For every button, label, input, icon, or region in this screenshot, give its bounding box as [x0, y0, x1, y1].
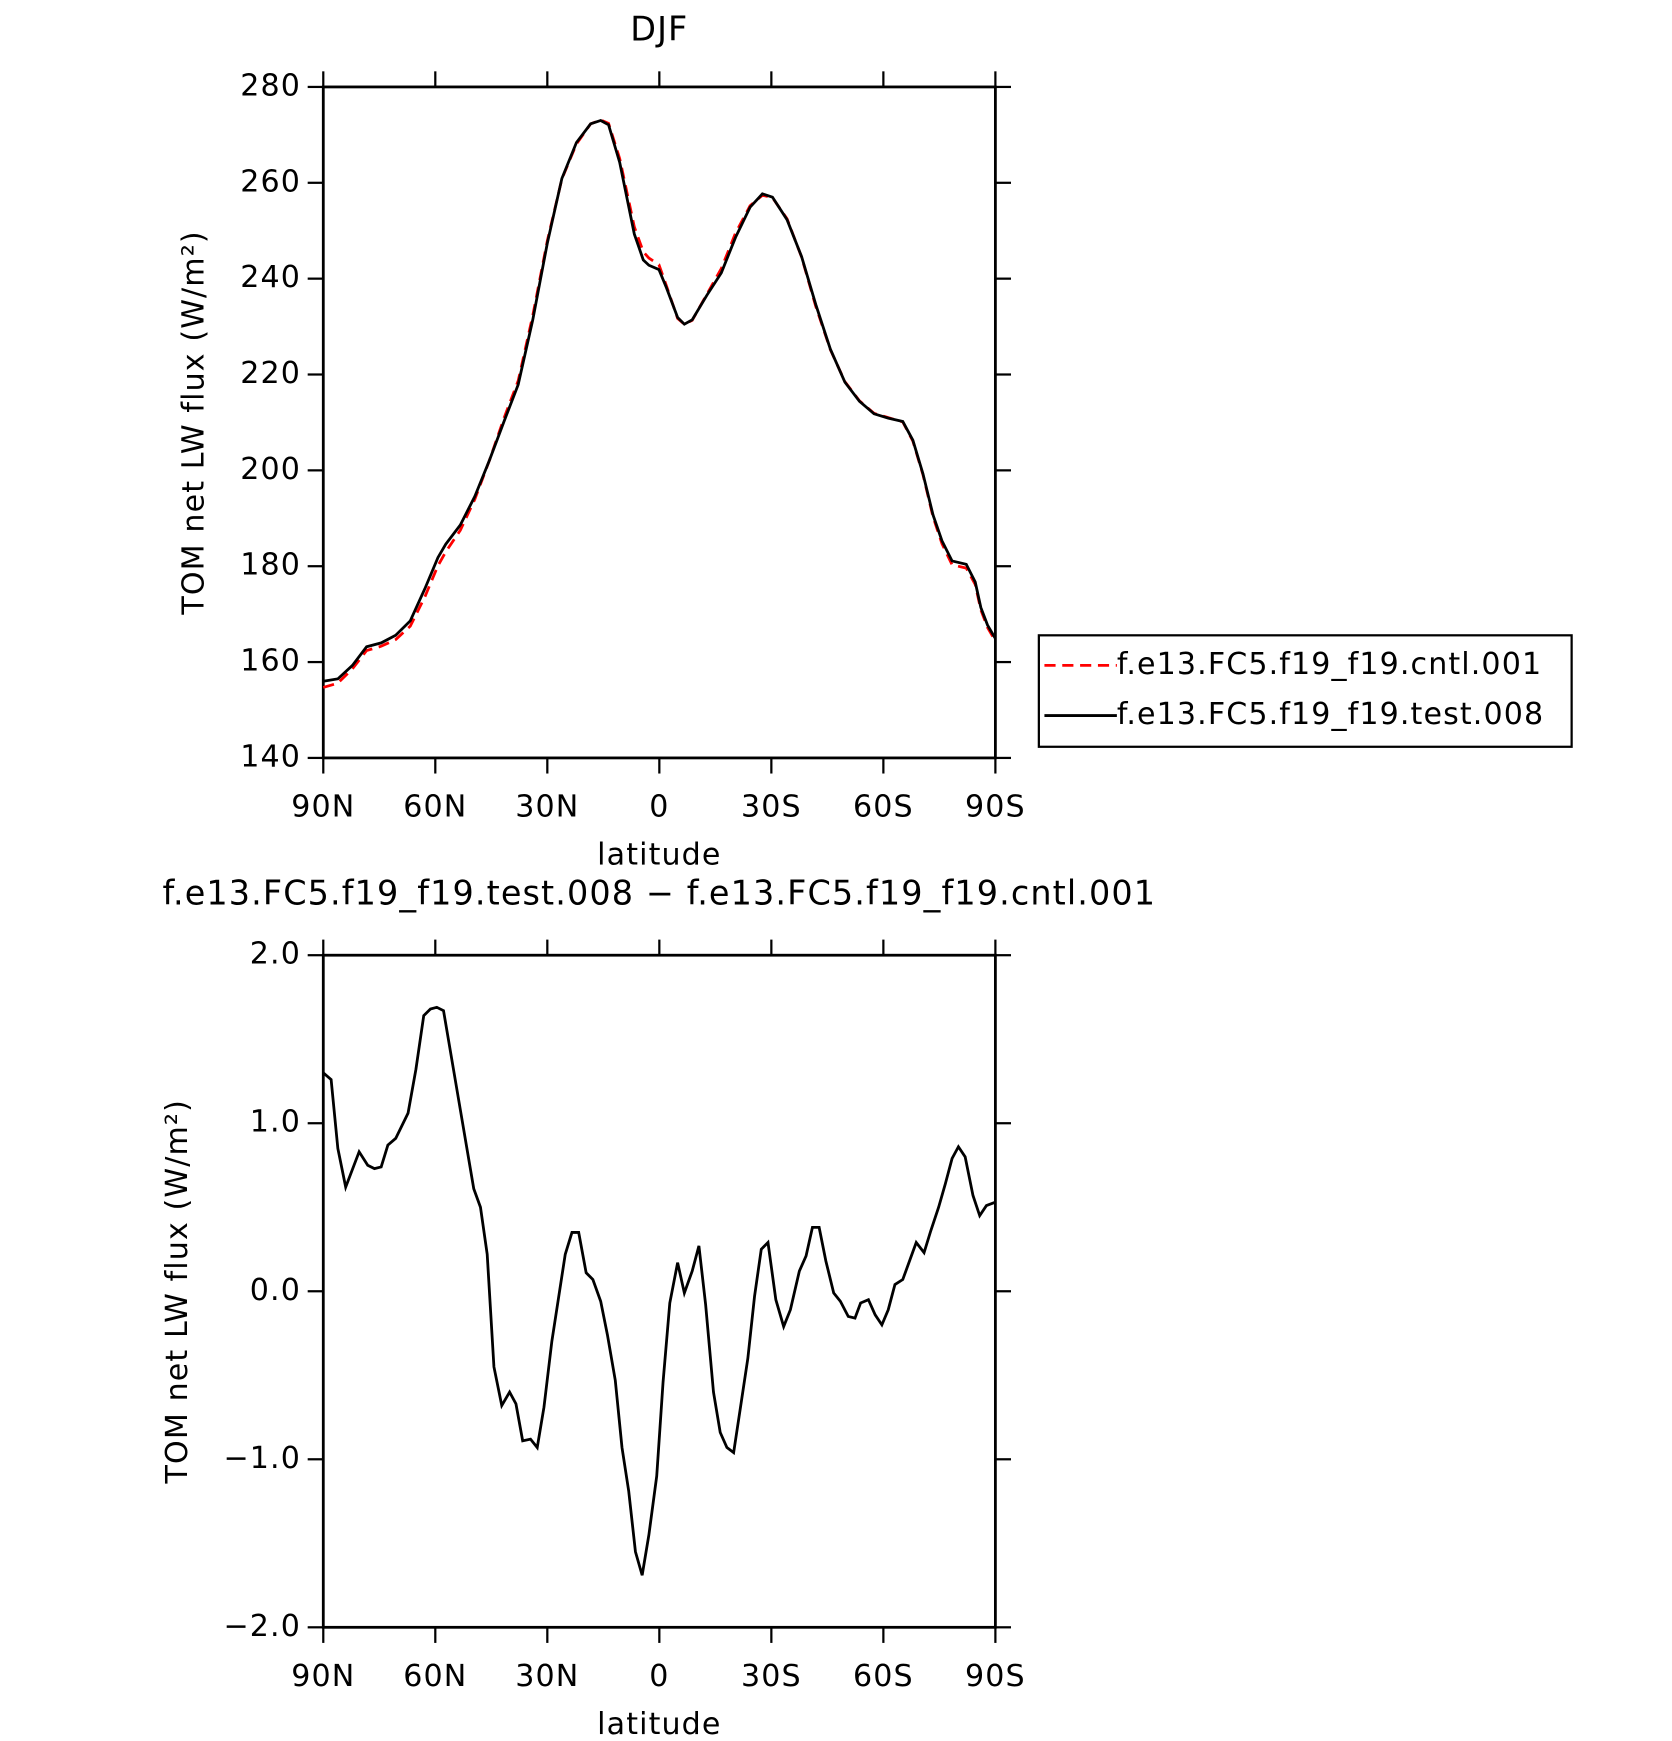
y-axis-label: TOM net LW flux (W/m²) — [177, 230, 212, 615]
x-tick-label: 90S — [965, 1659, 1026, 1694]
x-tick-label: 90N — [291, 790, 355, 825]
y-tick-label: 220 — [240, 356, 301, 391]
y-tick-label: 160 — [240, 644, 301, 679]
x-tick-label: 30S — [741, 1659, 802, 1694]
legend-box — [1037, 634, 1573, 748]
y-axis-label: TOM net LW flux (W/m²) — [160, 1099, 195, 1484]
y-tick-label: 260 — [240, 164, 301, 199]
y-tick-label: 140 — [240, 739, 301, 774]
y-tick-label: 200 — [240, 452, 301, 487]
x-axis-label: latitude — [597, 1707, 721, 1741]
plot-frame — [321, 953, 997, 1629]
data-line — [322, 1005, 996, 1576]
data-line — [322, 118, 997, 689]
x-tick-label: 90S — [965, 790, 1026, 825]
y-tick-label: 240 — [240, 260, 301, 295]
y-tick-label: 0.0 — [250, 1273, 301, 1308]
x-tick-label: 30S — [741, 790, 802, 825]
x-tick-label: 90N — [291, 1659, 355, 1694]
x-tick-label: 60S — [853, 1659, 914, 1694]
y-tick-label: −2.0 — [223, 1609, 300, 1644]
x-tick-label: 60N — [403, 1659, 467, 1694]
x-tick-label: 60N — [403, 790, 467, 825]
y-tick-label: 280 — [240, 68, 301, 103]
y-tick-label: 180 — [240, 548, 301, 583]
x-tick-label: 60S — [853, 790, 914, 825]
x-tick-label: 30N — [515, 790, 579, 825]
legend-label: f.e13.FC5.f19_f19.cntl.001 — [1117, 647, 1542, 682]
x-tick-label: 0 — [649, 790, 669, 825]
y-tick-label: 2.0 — [250, 937, 301, 972]
chart-title: f.e13.FC5.f19_f19.test.008 − f.e13.FC5.f… — [163, 874, 1157, 913]
plot-frame — [321, 85, 997, 760]
chart-title: DJF — [630, 10, 688, 49]
y-tick-label: −1.0 — [223, 1441, 300, 1476]
y-tick-label: 1.0 — [250, 1105, 301, 1140]
x-tick-label: 0 — [649, 1659, 669, 1694]
x-tick-label: 30N — [515, 1659, 579, 1694]
legend-label: f.e13.FC5.f19_f19.test.008 — [1117, 697, 1544, 732]
x-axis-label: latitude — [597, 838, 721, 873]
data-line — [323, 118, 997, 683]
